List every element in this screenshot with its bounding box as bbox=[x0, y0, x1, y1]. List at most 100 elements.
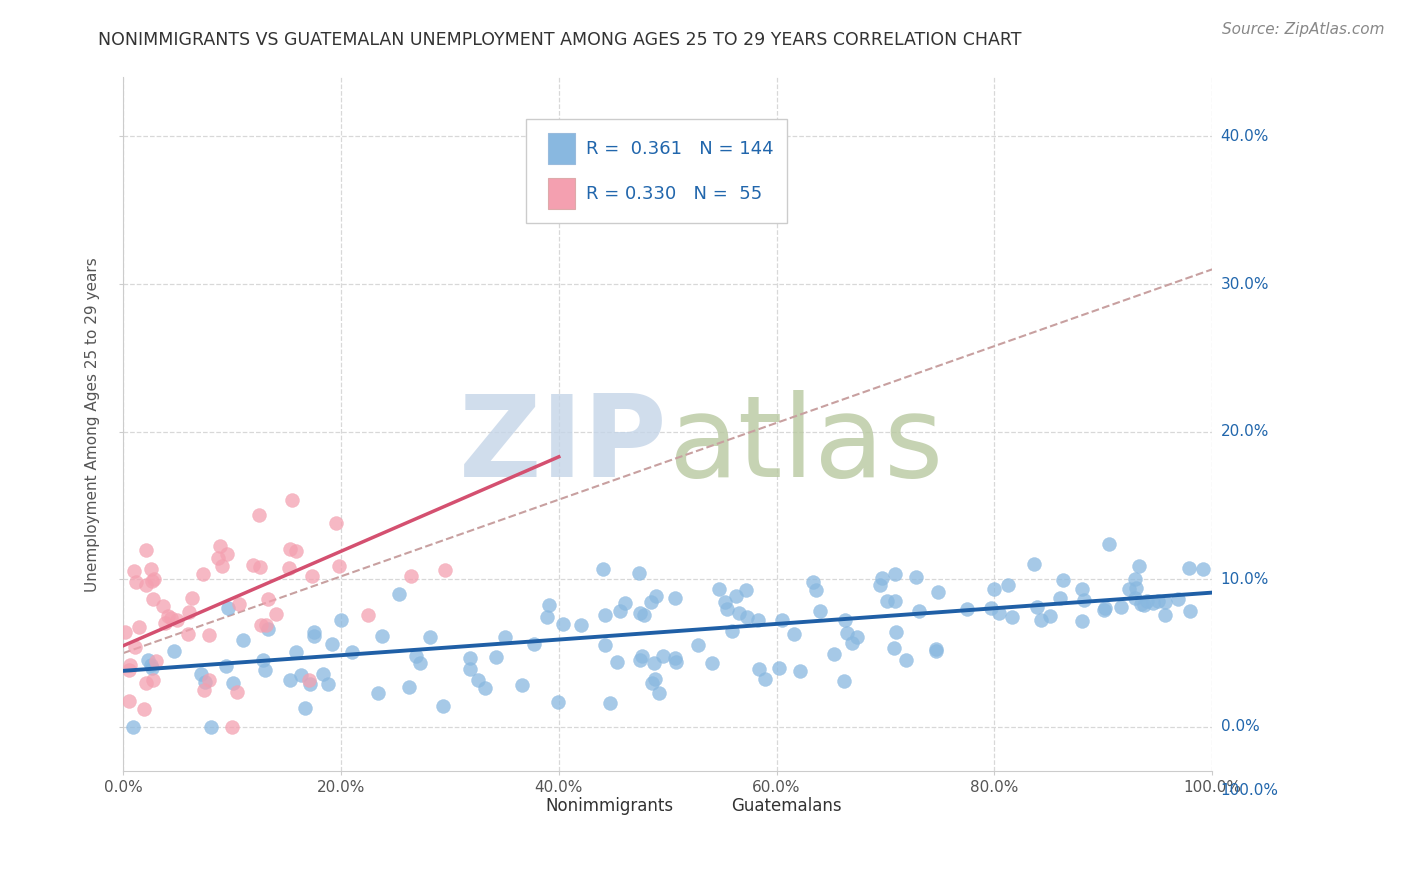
Point bbox=[138, 653, 160, 667]
Point bbox=[665, 655, 688, 669]
Point bbox=[254, 617, 277, 632]
Point bbox=[510, 678, 533, 692]
Point bbox=[232, 632, 254, 647]
Point bbox=[593, 607, 616, 622]
Point bbox=[547, 695, 569, 709]
Point bbox=[176, 626, 198, 640]
Point bbox=[664, 591, 686, 606]
Point bbox=[925, 642, 948, 657]
Point bbox=[1154, 608, 1177, 623]
Point bbox=[160, 611, 183, 625]
Point bbox=[242, 558, 264, 573]
Point bbox=[1118, 582, 1140, 597]
FancyBboxPatch shape bbox=[515, 796, 540, 816]
Point bbox=[628, 566, 651, 581]
Point bbox=[494, 630, 516, 644]
Point bbox=[325, 516, 347, 530]
Point bbox=[214, 659, 236, 673]
Point bbox=[114, 625, 136, 640]
Point bbox=[806, 582, 828, 597]
Point bbox=[768, 661, 790, 675]
Point bbox=[301, 569, 323, 583]
Point bbox=[166, 613, 188, 627]
Point bbox=[193, 683, 215, 698]
Point bbox=[1178, 604, 1201, 618]
Point bbox=[884, 566, 907, 581]
Point bbox=[808, 604, 831, 618]
Point bbox=[770, 613, 793, 627]
Point bbox=[1052, 573, 1074, 587]
Text: ZIP: ZIP bbox=[460, 390, 668, 500]
Text: 40.0%: 40.0% bbox=[1220, 129, 1268, 144]
Point bbox=[367, 686, 389, 700]
Point bbox=[834, 613, 856, 627]
FancyBboxPatch shape bbox=[548, 178, 575, 210]
Point bbox=[302, 629, 325, 643]
Point bbox=[641, 676, 664, 690]
Point bbox=[841, 635, 863, 649]
Point bbox=[1123, 572, 1146, 586]
Point bbox=[163, 644, 186, 658]
Point bbox=[652, 649, 675, 664]
Text: atlas: atlas bbox=[668, 390, 943, 500]
Point bbox=[714, 595, 737, 609]
Point bbox=[980, 600, 1002, 615]
Point bbox=[884, 625, 907, 640]
Point bbox=[927, 585, 949, 599]
Point bbox=[284, 543, 307, 558]
Text: NONIMMIGRANTS VS GUATEMALAN UNEMPLOYMENT AMONG AGES 25 TO 29 YEARS CORRELATION C: NONIMMIGRANTS VS GUATEMALAN UNEMPLOYMENT… bbox=[98, 31, 1022, 49]
Point bbox=[644, 673, 666, 687]
Point bbox=[1191, 562, 1213, 576]
Point bbox=[398, 680, 420, 694]
Point bbox=[217, 600, 239, 615]
Point bbox=[728, 606, 751, 620]
Point bbox=[606, 655, 628, 669]
Point bbox=[256, 591, 278, 606]
Point bbox=[647, 685, 669, 699]
Point bbox=[846, 630, 869, 644]
Point bbox=[553, 616, 575, 631]
Text: R =  0.361   N = 144: R = 0.361 N = 144 bbox=[586, 139, 773, 158]
Point bbox=[207, 551, 229, 566]
Text: 30.0%: 30.0% bbox=[1220, 277, 1270, 292]
Point bbox=[340, 644, 363, 658]
Point bbox=[221, 720, 243, 734]
Point bbox=[614, 596, 637, 610]
Point bbox=[748, 662, 770, 676]
Point bbox=[1167, 591, 1189, 606]
Point bbox=[1146, 594, 1168, 608]
FancyBboxPatch shape bbox=[700, 796, 724, 816]
Point bbox=[141, 562, 163, 576]
Point bbox=[153, 616, 176, 631]
Point bbox=[643, 656, 665, 670]
Point bbox=[290, 667, 312, 681]
Point bbox=[1094, 603, 1116, 617]
Point bbox=[686, 638, 709, 652]
Point bbox=[1109, 599, 1132, 614]
Point bbox=[924, 643, 946, 657]
Point bbox=[122, 564, 145, 578]
Point bbox=[432, 699, 454, 714]
Text: Source: ZipAtlas.com: Source: ZipAtlas.com bbox=[1222, 22, 1385, 37]
Point bbox=[177, 605, 200, 619]
Point bbox=[198, 628, 221, 642]
Point bbox=[356, 607, 378, 622]
Point bbox=[222, 676, 245, 690]
Text: R = 0.330   N =  55: R = 0.330 N = 55 bbox=[586, 185, 762, 202]
Point bbox=[141, 661, 163, 675]
Point bbox=[870, 571, 893, 585]
Point bbox=[720, 624, 742, 639]
Text: 10.0%: 10.0% bbox=[1220, 572, 1268, 587]
Point bbox=[1178, 561, 1201, 575]
Point bbox=[118, 694, 141, 708]
Point bbox=[1094, 600, 1116, 615]
Point bbox=[1153, 594, 1175, 608]
Point bbox=[789, 664, 811, 678]
Point bbox=[321, 637, 343, 651]
Point bbox=[1097, 536, 1119, 550]
Point bbox=[754, 673, 776, 687]
Point bbox=[124, 640, 146, 655]
Point bbox=[152, 599, 174, 613]
Point bbox=[640, 595, 662, 609]
Point bbox=[883, 640, 905, 655]
